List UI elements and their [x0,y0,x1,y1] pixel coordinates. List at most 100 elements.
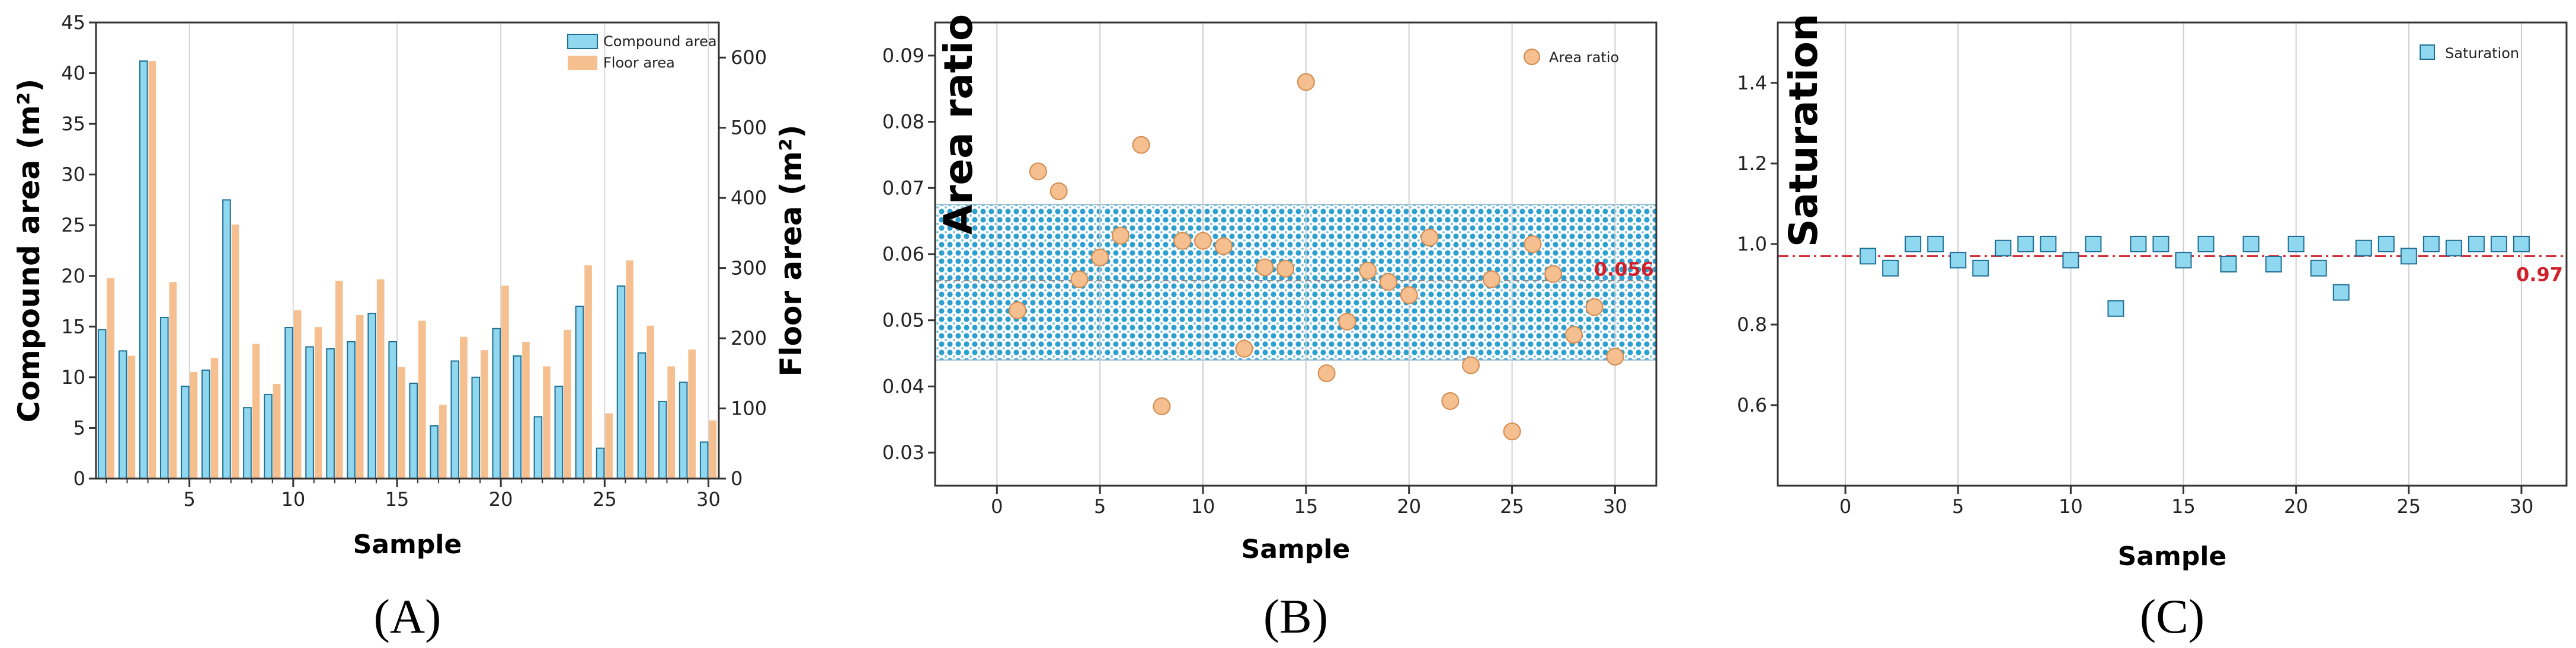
tick-label-left-a: 10 [61,366,85,389]
bar-compound-area [430,425,439,479]
bar-compound-area [450,360,460,479]
tick-label-y-c: 1.2 [1737,152,1767,175]
tick-label-y-b: 0.09 [882,44,924,67]
bar-floor-area [501,285,509,479]
bar-floor-area [564,329,571,479]
bar-compound-area [596,447,605,480]
tick-label-y-b: 0.07 [882,177,924,199]
bar-compound-area [367,313,376,479]
point-area-ratio [1297,73,1315,91]
tick-label-x-a: 5 [183,488,195,511]
point-area-ratio [1029,162,1047,181]
bar-floor-area [231,224,239,479]
bar-floor-area [626,260,633,479]
tick-label-x-a: 10 [281,488,305,511]
tick-label-left-a: 35 [61,113,85,135]
point-area-ratio [1194,232,1212,250]
point-saturation [2445,239,2462,256]
point-saturation [2197,236,2215,252]
panel-b-area-ratio-scatter: 0.056 0.03 0.04 0.05 0.06 0.07 0.08 0.09 0 5 10 15 2… [882,14,1657,643]
bar-floor-area [481,350,488,479]
bar-floor-area [439,405,447,479]
bar-floor-area [335,280,343,479]
bar-floor-area [543,366,551,479]
bar-floor-area [667,366,676,479]
bar-floor-area [376,279,385,479]
point-saturation [2332,284,2350,301]
point-area-ratio [1544,265,1563,283]
bar-compound-area [388,341,397,479]
legend-marker-c [2420,44,2435,60]
bar-compound-area [222,199,231,479]
confidence-band-b [935,204,1657,361]
tick-label-x-b: 10 [1191,495,1215,518]
point-saturation [2017,236,2034,252]
point-saturation [1972,259,1989,277]
tick-label-y-b: 0.03 [882,441,924,464]
plot-area-a [96,23,719,479]
tick-label-y-c: 1.0 [1737,233,1767,255]
point-area-ratio [1524,235,1542,254]
bar-floor-area [252,344,260,479]
tick-label-y-b: 0.05 [882,309,924,332]
y-axis-title-c: Saturation [1781,14,1826,247]
point-saturation [2400,248,2417,265]
tick-label-x-c: 0 [1839,495,1851,518]
point-area-ratio [1482,270,1500,288]
point-saturation [2468,236,2485,252]
point-area-ratio [1359,261,1377,280]
point-saturation [2152,236,2169,252]
point-area-ratio [1564,326,1583,344]
legend-swatch-a [568,56,597,70]
point-area-ratio [1379,272,1397,291]
point-saturation [2107,300,2124,317]
bar-floor-area [190,371,198,479]
point-area-ratio [1235,339,1253,358]
panel-label-c: (C) [2140,589,2204,643]
tick-label-left-a: 25 [61,214,85,236]
panel-a-bar-chart: 0 5 10 15 20 25 30 35 40 45 0 100 200 300 400 500 600 5 10… [12,11,808,643]
bar-floor-area [148,61,156,479]
tick-label-x-c: 30 [2510,495,2534,518]
tick-label-right-a: 200 [731,327,767,349]
point-saturation [2220,256,2237,272]
tick-label-x-c: 20 [2284,495,2308,518]
panel-label-a: (A) [374,589,441,643]
point-saturation [2490,236,2507,252]
point-area-ratio [1420,229,1439,247]
bar-floor-area [605,413,613,479]
bar-floor-area [210,358,219,479]
tick-label-right-a: 300 [731,257,767,280]
point-saturation [2265,256,2282,272]
tick-label-x-b: 5 [1094,495,1106,518]
bar-compound-area [533,416,543,479]
bar-compound-area [326,348,335,479]
legend-label-a: Floor area [603,54,675,71]
point-area-ratio [1503,422,1521,441]
bar-compound-area [637,352,647,479]
point-area-ratio [1441,392,1460,410]
plot-frame-a [95,21,720,480]
point-area-ratio [1276,259,1295,278]
tick-label-x-a: 30 [696,488,721,511]
y-axis-title-left-a: Compound area (m²) [12,79,46,423]
point-saturation [2085,236,2102,252]
point-saturation [2130,236,2147,252]
bar-compound-area [658,400,667,480]
bar-compound-area [492,328,501,479]
tick-label-left-a: 5 [73,416,85,439]
bar-compound-area [347,341,356,479]
point-area-ratio [1400,286,1418,304]
point-saturation [2040,236,2057,252]
bar-compound-area [616,285,626,479]
tick-label-left-a: 30 [61,163,85,186]
bar-compound-area [699,441,709,480]
point-saturation [2355,239,2372,256]
x-axis-title-a: Sample [353,530,462,560]
x-axis-title-c: Sample [2118,541,2227,572]
tick-label-x-b: 15 [1294,495,1319,518]
bar-floor-area [169,282,177,479]
tick-label-right-a: 0 [731,467,743,490]
bar-floor-area [107,278,115,479]
point-saturation [2513,236,2530,252]
